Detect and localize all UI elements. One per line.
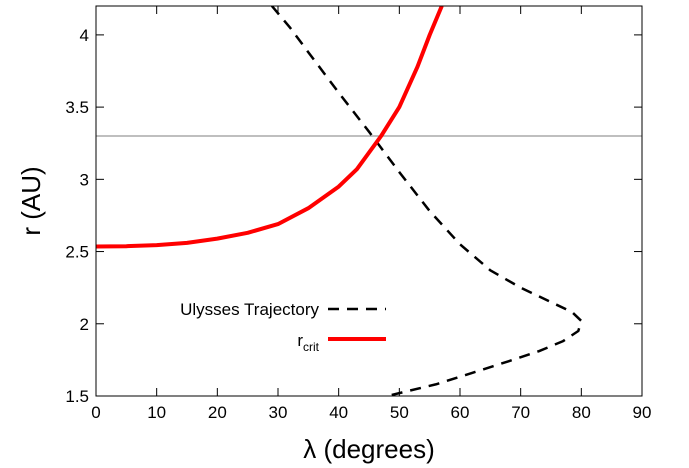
series-line-ulysses-trajectory [270,6,583,396]
x-axis-title: λ (degrees) [303,434,435,464]
x-tick-label: 80 [572,403,591,422]
series-line-r-crit [96,6,444,249]
legend-label-r-crit: rcrit [297,331,319,354]
legend-label-ulysses-trajectory: Ulysses Trajectory [180,300,319,319]
legend: Ulysses Trajectory rcrit [180,300,386,354]
x-tick-label: 40 [329,403,348,422]
x-tick-label: 20 [208,403,227,422]
x-tick-label: 90 [633,403,652,422]
y-axis-title: r (AU) [16,166,46,235]
series-layer [96,6,583,396]
tick-layer: 0 10 20 30 40 50 60 70 80 90 1.5 2 2.5 3 3.5 4 [65,6,651,422]
x-tick-label: 0 [91,403,100,422]
x-tick-label: 70 [511,403,530,422]
y-tick-label: 2 [80,315,89,334]
y-tick-label: 1.5 [65,387,89,406]
x-tick-label: 30 [269,403,288,422]
y-tick-label: 3 [80,170,89,189]
y-tick-label: 2.5 [65,243,89,262]
y-tick-label: 3.5 [65,98,89,117]
x-tick-label: 10 [147,403,166,422]
plot-frame [95,5,643,397]
x-tick-label: 60 [451,403,470,422]
x-tick-label: 50 [390,403,409,422]
y-tick-label: 4 [80,26,89,45]
